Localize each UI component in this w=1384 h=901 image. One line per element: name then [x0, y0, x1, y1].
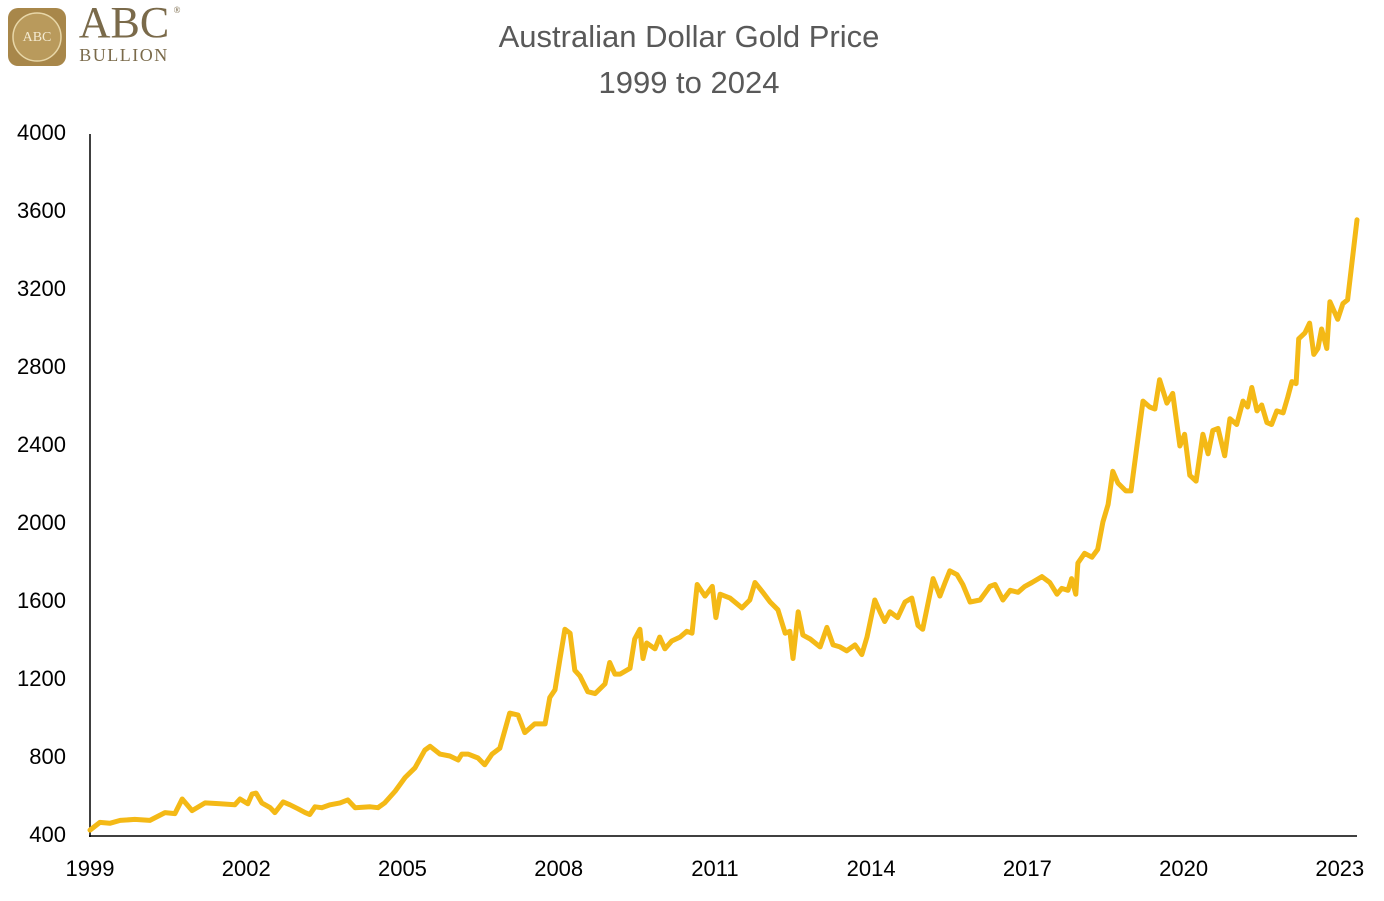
x-tick-label: 2023 — [1315, 856, 1364, 881]
x-tick-label: 2017 — [1003, 856, 1052, 881]
y-tick-label: 4000 — [17, 120, 66, 145]
logo-medallion — [12, 12, 62, 62]
y-tick-label: 3200 — [17, 276, 66, 301]
y-tick-label: 2800 — [17, 354, 66, 379]
y-tick-label: 3600 — [17, 198, 66, 223]
x-tick-label: 2005 — [378, 856, 427, 881]
logo-mark: ABC — [23, 30, 52, 45]
y-tick-label: 1600 — [17, 588, 66, 613]
logo-name: ABC — [79, 0, 169, 47]
x-tick-label: 2011 — [691, 856, 738, 881]
chart-subtitle: 1999 to 2024 — [598, 65, 779, 100]
y-tick-label: 2400 — [17, 432, 66, 457]
y-tick-label: 800 — [29, 744, 66, 769]
chart-title: Australian Dollar Gold Price — [499, 19, 880, 54]
logo-tagline: BULLION — [79, 45, 169, 65]
y-tick-label: 2000 — [17, 510, 66, 535]
x-tick-label: 2014 — [847, 856, 896, 881]
y-tick-label: 1200 — [17, 666, 66, 691]
x-tick-label: 1999 — [66, 856, 115, 881]
logo-registered: ® — [174, 5, 181, 15]
y-tick-label: 400 — [29, 822, 66, 847]
x-tick-label: 2020 — [1159, 856, 1208, 881]
logo: ABC ABC ® BULLION — [8, 0, 181, 66]
price-line — [87, 217, 1360, 833]
x-tick-label: 2008 — [534, 856, 583, 881]
x-tick-label: 2002 — [222, 856, 271, 881]
